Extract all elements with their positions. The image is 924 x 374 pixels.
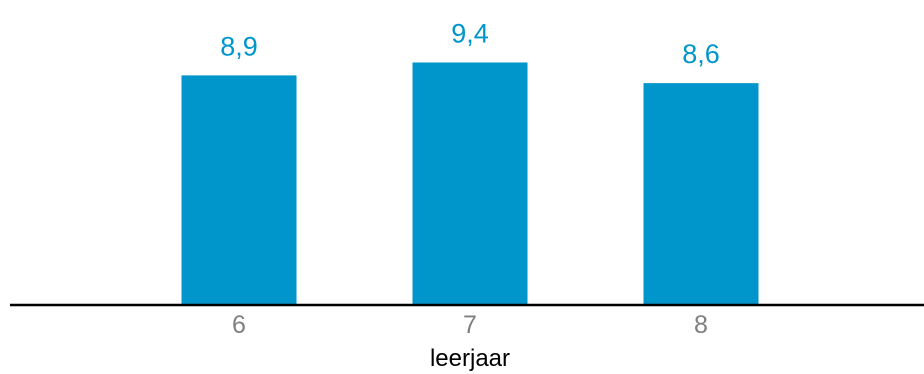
x-tick-label-8: 8 (694, 311, 708, 339)
data-labels-group: 8,9 9,4 8,6 (220, 18, 720, 69)
x-tick-label-7: 7 (463, 311, 477, 339)
x-tick-labels-group: 6 7 8 (232, 311, 708, 339)
data-label-8: 8,6 (682, 39, 720, 69)
data-label-6: 8,9 (220, 31, 258, 61)
x-tick-label-6: 6 (232, 311, 246, 339)
data-label-7: 9,4 (451, 18, 489, 48)
x-axis-title: leerjaar (430, 345, 510, 372)
bar-8 (643, 83, 759, 306)
bar-7 (412, 62, 528, 306)
bars-group (181, 62, 759, 306)
bar-6 (181, 75, 297, 305)
